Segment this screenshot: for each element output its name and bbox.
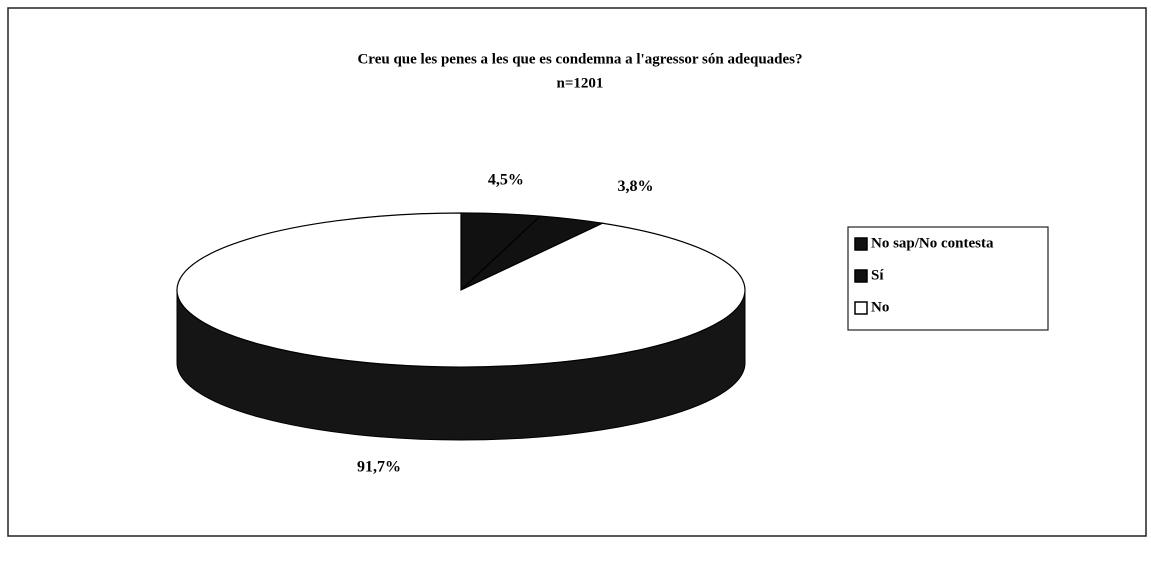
legend-swatch	[854, 237, 868, 251]
chart-subtitle: n=1201	[557, 75, 604, 91]
pie-slice	[176, 212, 746, 368]
legend-label: Sí	[871, 267, 884, 283]
chart-title: Creu que les penes a les que es condemna…	[357, 51, 802, 67]
legend-label: No	[871, 299, 889, 315]
data-label: 3,8%	[617, 178, 653, 195]
data-label: 4,5%	[488, 171, 524, 188]
legend	[847, 226, 1049, 331]
legend-swatch	[854, 269, 868, 283]
data-label: 91,7%	[357, 459, 401, 476]
legend-label: No sap/No contesta	[871, 235, 994, 251]
pie-tops	[176, 212, 746, 368]
legend-swatch	[854, 301, 868, 315]
